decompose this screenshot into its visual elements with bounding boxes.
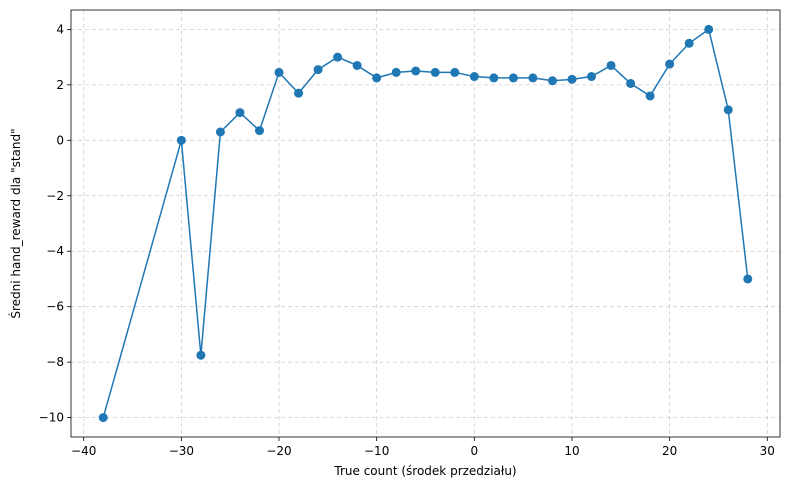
data-point: [176, 135, 186, 145]
data-point: [665, 59, 675, 69]
x-tick-label: 30: [760, 444, 775, 458]
series-layer: [98, 24, 753, 423]
data-point: [333, 52, 343, 62]
y-tick-label: −6: [46, 300, 64, 314]
plot-frame: [70, 9, 781, 438]
y-tick-label: −10: [39, 411, 64, 425]
x-tick-label: 0: [471, 444, 479, 458]
data-point: [626, 78, 636, 88]
x-tick-label: −10: [364, 444, 389, 458]
data-point: [294, 88, 304, 98]
x-tick-label: −40: [71, 444, 96, 458]
y-tick-label: −4: [46, 244, 64, 258]
data-point: [352, 60, 362, 70]
data-point: [567, 74, 577, 84]
data-point: [274, 67, 284, 77]
data-point: [235, 108, 245, 118]
data-point: [508, 73, 518, 83]
data-point: [313, 65, 323, 75]
y-tick-label: 0: [56, 133, 64, 147]
x-tick-label: −30: [169, 444, 194, 458]
data-point: [606, 60, 616, 70]
data-point: [430, 67, 440, 77]
data-point: [411, 66, 421, 76]
data-point: [645, 91, 655, 101]
x-tick-label: 10: [564, 444, 579, 458]
y-tick-label: −8: [46, 355, 64, 369]
x-axis: −40 −30 −20 −10 0 10 20 30: [71, 437, 775, 458]
data-point: [723, 105, 733, 115]
y-axis-label: Średni hand_reward dla "stand": [8, 128, 23, 318]
data-point: [528, 73, 538, 83]
data-point: [450, 67, 460, 77]
data-point: [196, 350, 206, 360]
y-tick-label: 2: [56, 78, 64, 92]
data-point: [372, 73, 382, 83]
data-point: [547, 76, 557, 86]
data-point: [215, 127, 225, 137]
x-tick-label: −20: [266, 444, 291, 458]
y-tick-label: −2: [46, 189, 64, 203]
data-point: [684, 38, 694, 48]
y-axis: −10 −8 −6 −4 −2 0 2 4: [39, 22, 71, 425]
x-axis-label: True count (środek przedziału): [333, 464, 516, 478]
data-point: [704, 24, 714, 34]
data-point: [587, 72, 597, 82]
x-tick-label: 20: [662, 444, 677, 458]
data-point: [391, 67, 401, 77]
data-point: [98, 413, 108, 423]
data-point: [743, 274, 753, 284]
data-point: [254, 126, 264, 136]
data-point: [489, 73, 499, 83]
y-tick-label: 4: [56, 22, 64, 36]
data-point: [469, 72, 479, 82]
